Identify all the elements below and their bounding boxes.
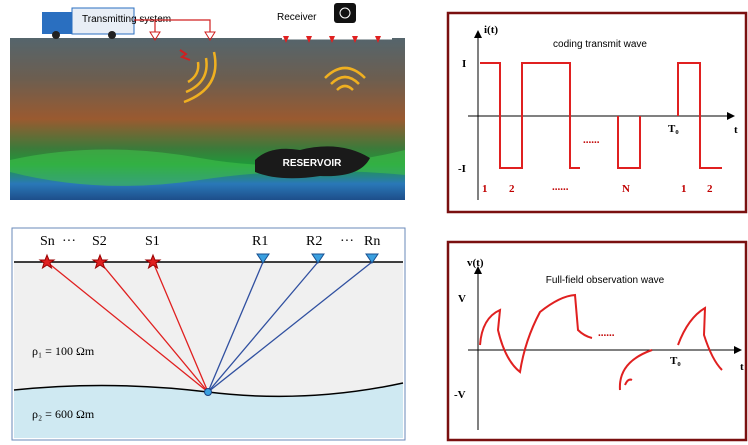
y-axis-label: v(t) <box>467 257 484 269</box>
period-label: T₀ <box>668 123 679 135</box>
shape <box>207 261 319 393</box>
reflection-point <box>204 388 212 396</box>
sources <box>38 253 162 270</box>
shape <box>207 261 264 393</box>
low-label: -V <box>454 389 466 401</box>
receiver-label: R2 <box>306 234 322 249</box>
cable <box>134 19 211 32</box>
observed-wave-tail <box>624 378 633 386</box>
pulse-label: 2 <box>707 183 713 195</box>
receiver-lens <box>339 7 351 19</box>
electrodes <box>149 31 216 41</box>
source-label: Sn <box>40 234 55 249</box>
reservoir <box>255 146 370 179</box>
pulse-label: ...... <box>552 181 569 193</box>
truck-box <box>71 7 135 35</box>
receivers <box>256 253 379 264</box>
pulse-label: 1 <box>482 183 488 195</box>
station-labels: Sn ··· S2 S1 R1 R2 ··· Rn <box>40 234 380 249</box>
gap-label: ...... <box>583 134 600 146</box>
layer-model: Sn ··· S2 S1 R1 R2 ··· Rn ρ₁ = 100 Ωm ρ₂… <box>11 227 406 441</box>
reservoir-label: RESERVOIR <box>283 158 342 169</box>
low-label: -I <box>458 163 466 175</box>
observed-wave-panel: v(t) Full-field observation wave V -V T₀… <box>446 240 748 442</box>
pulse-label: N <box>622 183 630 195</box>
wave-icon <box>183 51 366 104</box>
panel-border <box>446 11 748 214</box>
receiver-rays <box>207 261 373 393</box>
receiver-icon <box>334 3 356 23</box>
high-label: V <box>458 293 466 305</box>
shape <box>256 253 379 264</box>
gap-label: ...... <box>598 327 615 339</box>
shape <box>144 253 162 270</box>
layer-label: ρ₂ = 600 Ωm <box>32 407 95 421</box>
shape <box>185 57 208 94</box>
pulse-labels: 1 2 ...... N 1 2 <box>482 181 713 195</box>
high-label: I <box>462 58 466 70</box>
source-rays <box>46 261 209 393</box>
signal <box>179 49 191 61</box>
x-axis-label: t <box>734 124 738 136</box>
x-axis-label: t <box>740 361 744 373</box>
panel-title: coding transmit wave <box>553 39 647 50</box>
receiver-label: R1 <box>252 234 268 249</box>
receiver-label: Rn <box>364 234 380 249</box>
period-label: T₀ <box>670 355 681 367</box>
pulse-label: 2 <box>509 183 515 195</box>
transmitter-label: Transmitting system <box>82 14 171 25</box>
layer-label: ρ₁ = 100 Ωm <box>32 344 95 358</box>
y-axis-label: i(t) <box>484 24 498 36</box>
shape <box>336 84 354 91</box>
shape <box>152 261 209 393</box>
source-label: ··· <box>62 234 76 249</box>
truck-cab <box>42 12 72 34</box>
receiver-label: ··· <box>340 234 354 249</box>
panel-border <box>446 240 748 442</box>
panel-title: Full-field observation wave <box>546 275 665 286</box>
shape <box>46 261 209 393</box>
source-label: S2 <box>92 234 107 249</box>
shape <box>207 261 373 393</box>
coding-wave-panel: i(t) coding transmit wave I -I T₀ t ....… <box>446 11 748 214</box>
shape <box>38 253 56 270</box>
observed-wave <box>479 293 723 391</box>
shape <box>283 36 381 43</box>
shape <box>330 75 360 85</box>
pulse-label: 1 <box>681 183 687 195</box>
source-label: S1 <box>145 234 160 249</box>
shape <box>324 66 366 79</box>
shape <box>99 261 209 393</box>
shape <box>91 253 109 270</box>
shape <box>187 61 200 84</box>
wheel <box>52 31 60 39</box>
receiver-label: Receiver <box>277 12 317 23</box>
square-wave <box>480 62 722 169</box>
green-layer <box>10 149 405 186</box>
survey-scene: RESERVOIR Transmitting system Receiver <box>10 3 405 200</box>
wheel <box>108 31 116 39</box>
receiver-nodes <box>283 36 381 43</box>
shape <box>183 51 217 104</box>
lower-layer <box>14 383 403 438</box>
